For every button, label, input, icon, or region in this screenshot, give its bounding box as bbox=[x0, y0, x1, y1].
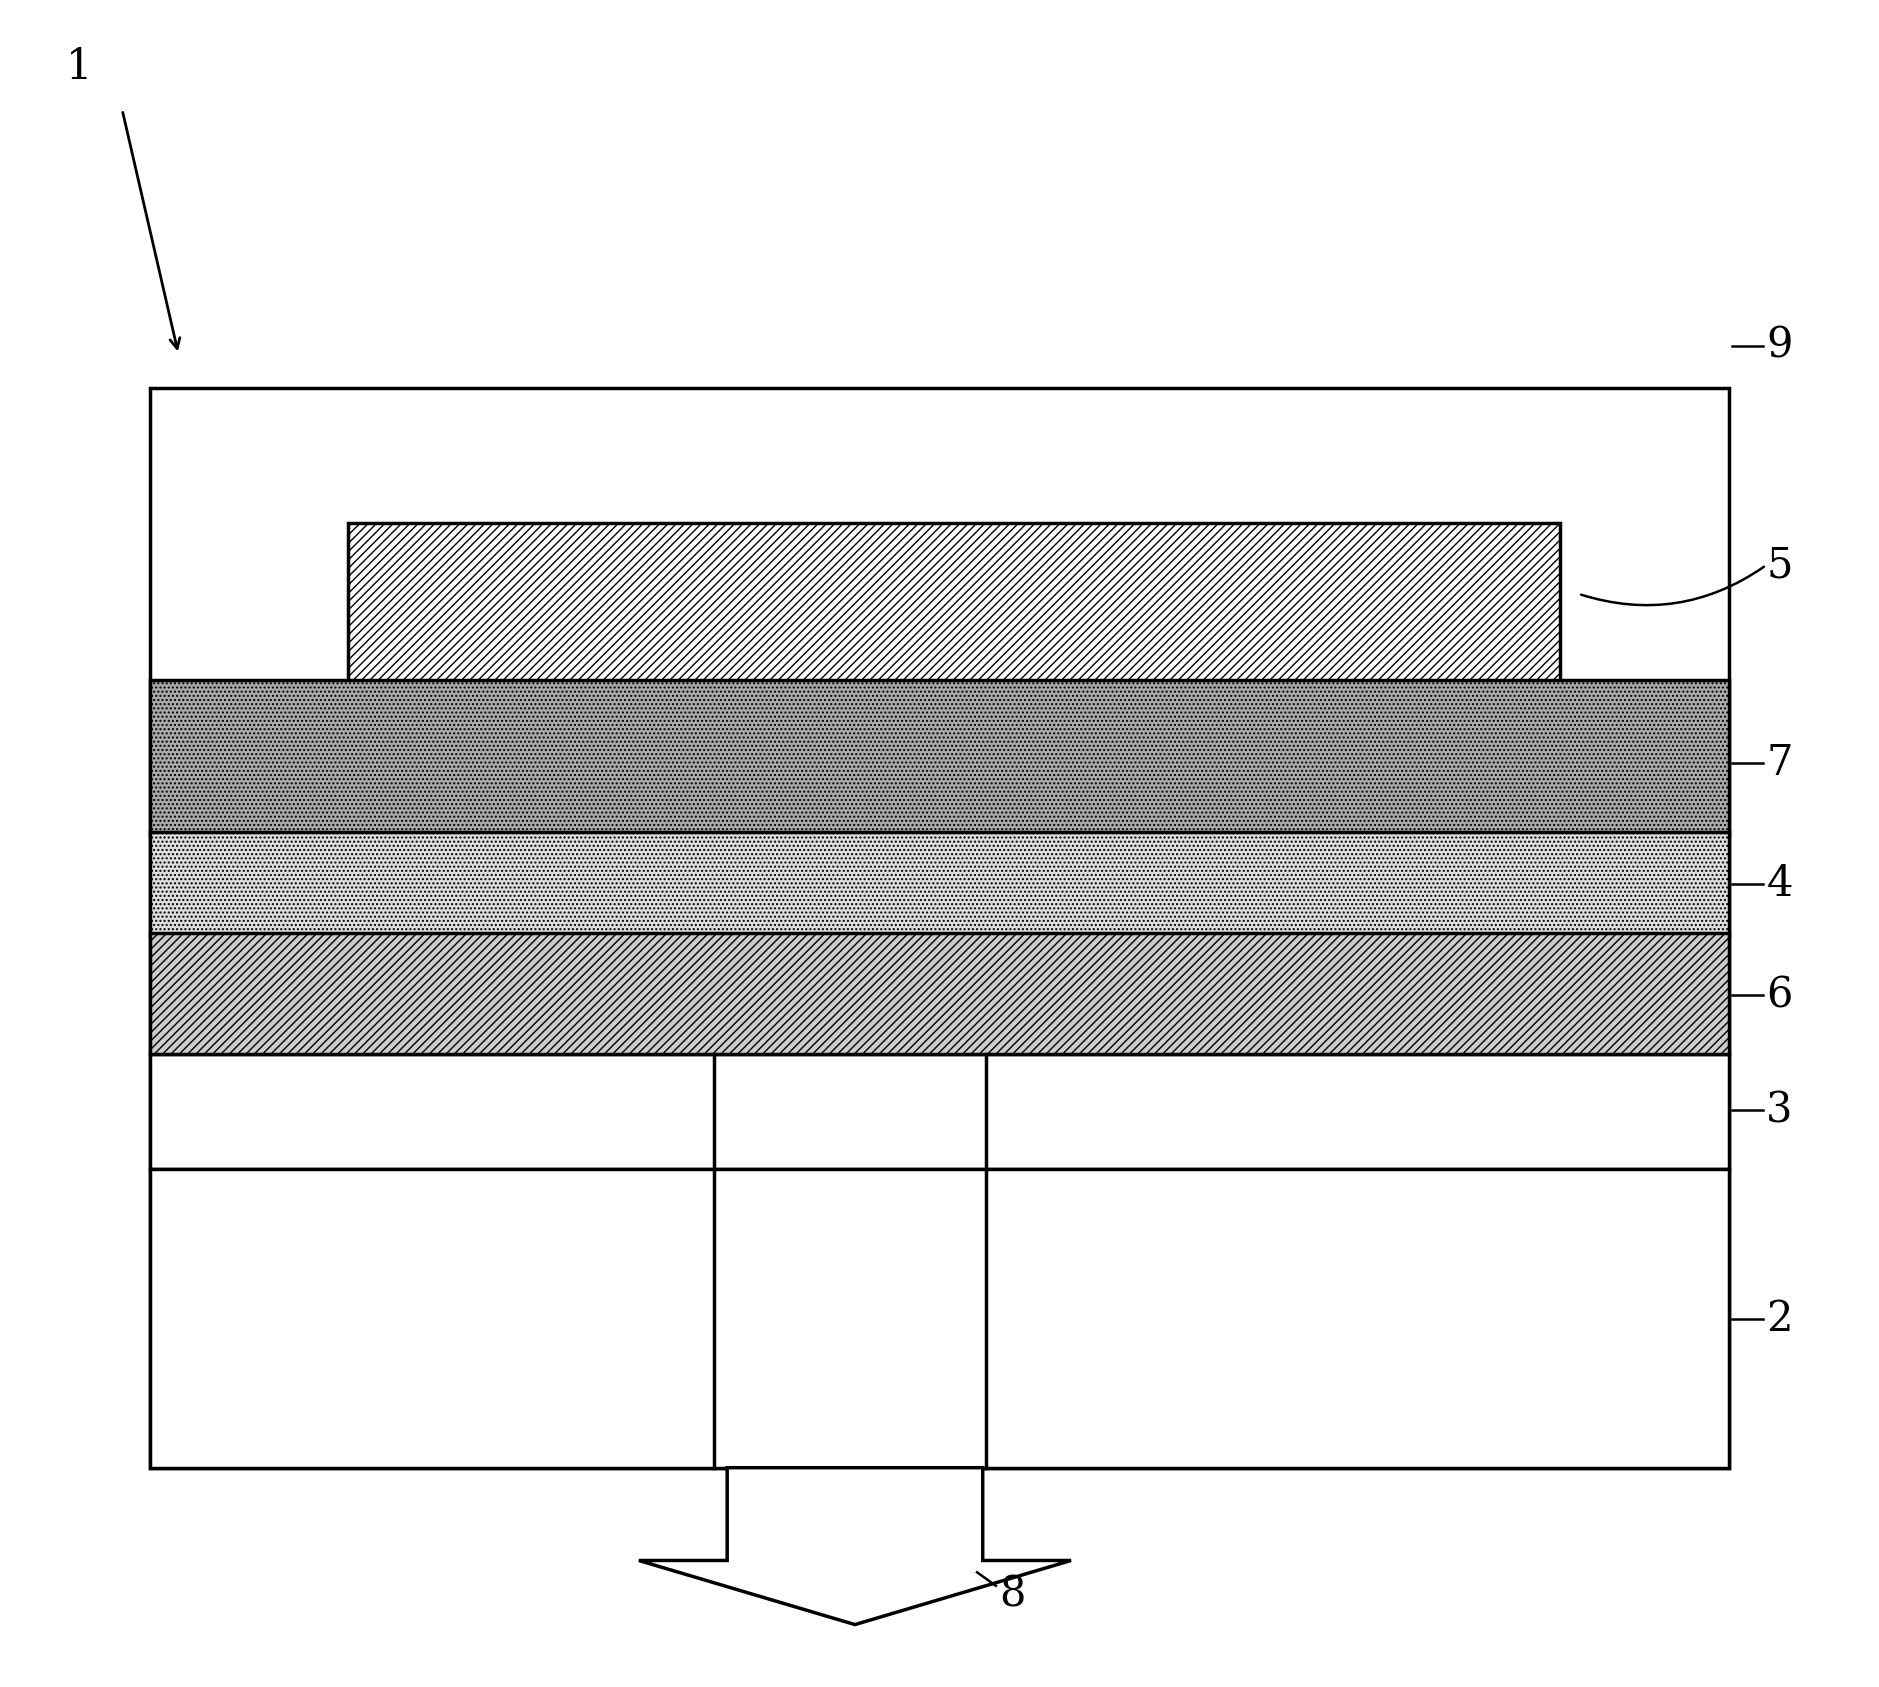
Text: 1: 1 bbox=[66, 47, 92, 88]
Bar bbox=[150, 933, 1729, 1054]
Bar bbox=[150, 832, 1729, 936]
Text: 8: 8 bbox=[1000, 1574, 1026, 1614]
Text: 7: 7 bbox=[1766, 742, 1793, 783]
Polygon shape bbox=[639, 1468, 1071, 1625]
Bar bbox=[150, 1054, 1729, 1169]
Text: 6: 6 bbox=[1766, 975, 1793, 1016]
Bar bbox=[348, 523, 1560, 683]
Text: 5: 5 bbox=[1766, 545, 1793, 585]
Text: 9: 9 bbox=[1766, 326, 1793, 366]
Bar bbox=[150, 388, 1729, 1468]
Text: 2: 2 bbox=[1766, 1299, 1793, 1339]
Bar bbox=[150, 680, 1729, 835]
Bar bbox=[150, 1169, 1729, 1468]
Text: 4: 4 bbox=[1766, 864, 1793, 904]
Text: 3: 3 bbox=[1766, 1090, 1793, 1130]
